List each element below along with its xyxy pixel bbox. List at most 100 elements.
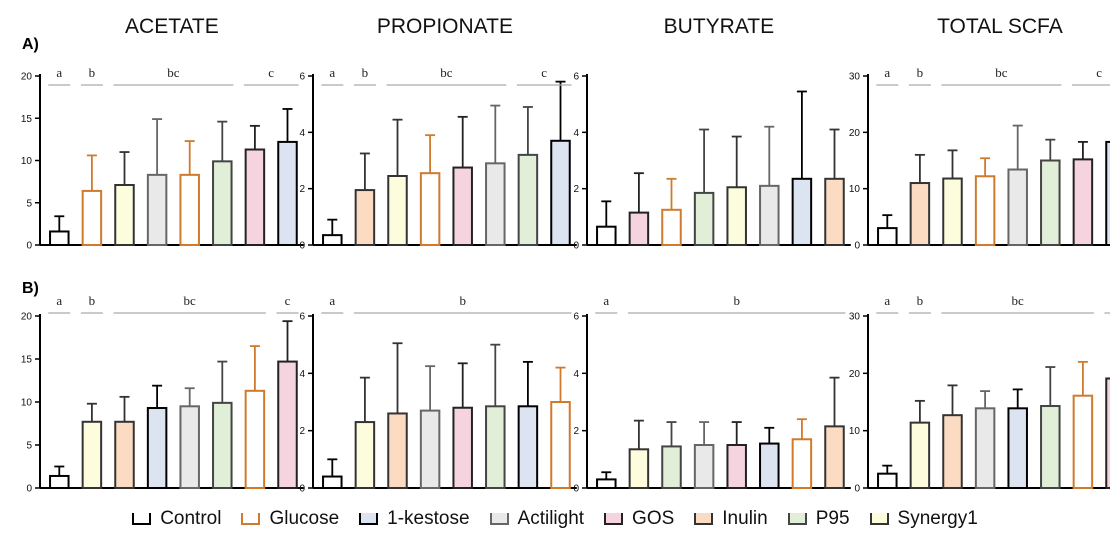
panel-8-group-label: bc (1012, 293, 1025, 308)
legend-swatch (694, 513, 714, 525)
panel-3-bar-actilight (759, 184, 780, 247)
panel-5-y-tick-label: 10 (21, 398, 33, 409)
panel-2-bar-1-kestose (550, 139, 571, 247)
legend-swatch (359, 513, 379, 525)
panel-6-bar-gos (452, 406, 473, 490)
panel-6-bar-synergy1 (354, 421, 376, 490)
panel-2-bar-control (322, 234, 343, 246)
panel-3-bar-glucose (661, 208, 682, 247)
panel-8-bar-actilight (974, 407, 996, 490)
legend-item-actilight: Actilight (489, 508, 585, 530)
panel-1-title: ACETATE (125, 15, 219, 38)
panel-3-bar-gos (628, 211, 650, 247)
panel-3-y-tick-label: 4 (573, 128, 579, 139)
panel-4-group-label: bc (995, 65, 1008, 80)
panel-5-group-label: c (285, 293, 291, 308)
panel-2-bar-inulin (354, 189, 376, 246)
legend-item-control: Control (132, 508, 221, 530)
panel-2-bar-glucose (419, 172, 441, 246)
legend-swatch (241, 513, 261, 525)
panel-8-group-label: b (917, 293, 924, 308)
panel-4-bar-synergy1 (942, 177, 963, 247)
panel-8-y-tick-label: 30 (849, 312, 861, 323)
panel-4-y-tick-label: 10 (849, 184, 861, 195)
panel-7-bar-control (596, 478, 617, 489)
legend-item-p95: P95 (787, 508, 850, 530)
panel-5-bar-inulin (114, 420, 135, 489)
panel-2-group-label: bc (440, 65, 453, 80)
legend-label: Synergy1 (897, 508, 978, 529)
panel-2-bar-synergy1 (387, 174, 408, 246)
panel-4-y-tick-label: 0 (854, 241, 860, 252)
panel-7-group-label: a (603, 293, 609, 308)
legend: Control Glucose 1-kestose Actilight GOS Inuli… (0, 502, 1110, 536)
panel-7-group-label: b (733, 293, 740, 308)
legend-swatch (132, 513, 152, 525)
row-label-b: B) (22, 280, 39, 297)
panel-7-y-tick-label: 6 (573, 312, 579, 323)
panel-3-bar-inulin (824, 177, 845, 246)
panel-5-y-tick-label: 0 (26, 484, 32, 495)
panel-1-bar-glucose (81, 189, 103, 246)
panel-1-bar-synergy1 (114, 184, 135, 247)
panel-6-bar-p95 (485, 405, 506, 489)
panel-2-y-tick-label: 2 (299, 184, 305, 195)
panel-4-bar-p95 (1040, 159, 1061, 246)
panel-8-bar-inulin (942, 414, 963, 490)
panel-4-bar-1-kestose (1105, 140, 1110, 246)
legend-label: Actilight (517, 508, 585, 529)
panel-2-title: PROPIONATE (377, 15, 513, 38)
panel-1-bar-1-kestose (277, 140, 298, 246)
panel-7-bar-glucose (791, 438, 813, 489)
panel-3-bar-synergy1 (726, 186, 747, 246)
legend-swatch (869, 513, 889, 525)
panel-2-group-label: b (362, 65, 369, 80)
panel-6-group-label: a (329, 293, 335, 308)
legend-item-glucose: Glucose (241, 508, 339, 530)
panel-5-bar-1-kestose (146, 407, 168, 489)
panel-2-y-tick-label: 0 (299, 241, 305, 252)
panel-7-bar-gos (726, 444, 747, 489)
panel-6-y-tick-label: 0 (299, 484, 305, 495)
panel-5-group-label: bc (184, 293, 197, 308)
legend-item-gos: GOS (604, 508, 674, 530)
panel-6-bar-glucose (550, 401, 571, 489)
panel-1-bar-gos (244, 148, 266, 246)
row-label-a: A) (22, 36, 39, 53)
panel-2-bar-actilight (485, 162, 506, 246)
panel-4-title: TOTAL SCFA (937, 15, 1063, 38)
legend-item-synergy1: Synergy1 (869, 508, 978, 530)
panel-7-y-tick-label: 2 (573, 426, 579, 437)
panel-2-group-label: c (541, 65, 547, 80)
panel-7-bar-p95 (661, 445, 682, 489)
panel-7-bar-1-kestose (759, 442, 780, 490)
panel-4-group-label: c (1096, 65, 1102, 80)
legend-swatch (604, 513, 624, 525)
panel-5-bar-control (49, 474, 70, 489)
panel-5-bar-synergy1 (81, 420, 103, 489)
panel-6-bar-inulin (387, 412, 408, 490)
panel-5-bar-glucose (244, 389, 266, 490)
panel-1-y-tick-label: 0 (26, 241, 32, 252)
panel-5-y-tick-label: 20 (21, 312, 33, 323)
panel-4-y-tick-label: 20 (849, 128, 861, 139)
panel-8-group-label: a (884, 293, 890, 308)
panel-4-bar-gos (1072, 158, 1094, 246)
panel-4-bar-inulin (909, 182, 931, 247)
panel-1-group-label: a (56, 65, 62, 80)
panel-3-bar-1-kestose (791, 177, 813, 246)
legend-label: GOS (632, 508, 675, 529)
panel-6-y-tick-label: 2 (299, 426, 305, 437)
panel-5-y-tick-label: 5 (26, 441, 32, 452)
panel-2-bar-p95 (517, 153, 539, 246)
panel-7-bar-actilight (693, 444, 715, 489)
panel-8-y-tick-label: 20 (849, 369, 861, 380)
panel-8-bar-synergy1 (909, 421, 931, 490)
panel-6-y-tick-label: 4 (299, 369, 305, 380)
legend-item-1-kestose: 1-kestose (359, 508, 470, 530)
panel-1-group-label: bc (167, 65, 180, 80)
legend-label: Control (160, 508, 222, 529)
panel-5-bar-actilight (179, 405, 200, 489)
panel-3-bar-control (596, 225, 617, 246)
